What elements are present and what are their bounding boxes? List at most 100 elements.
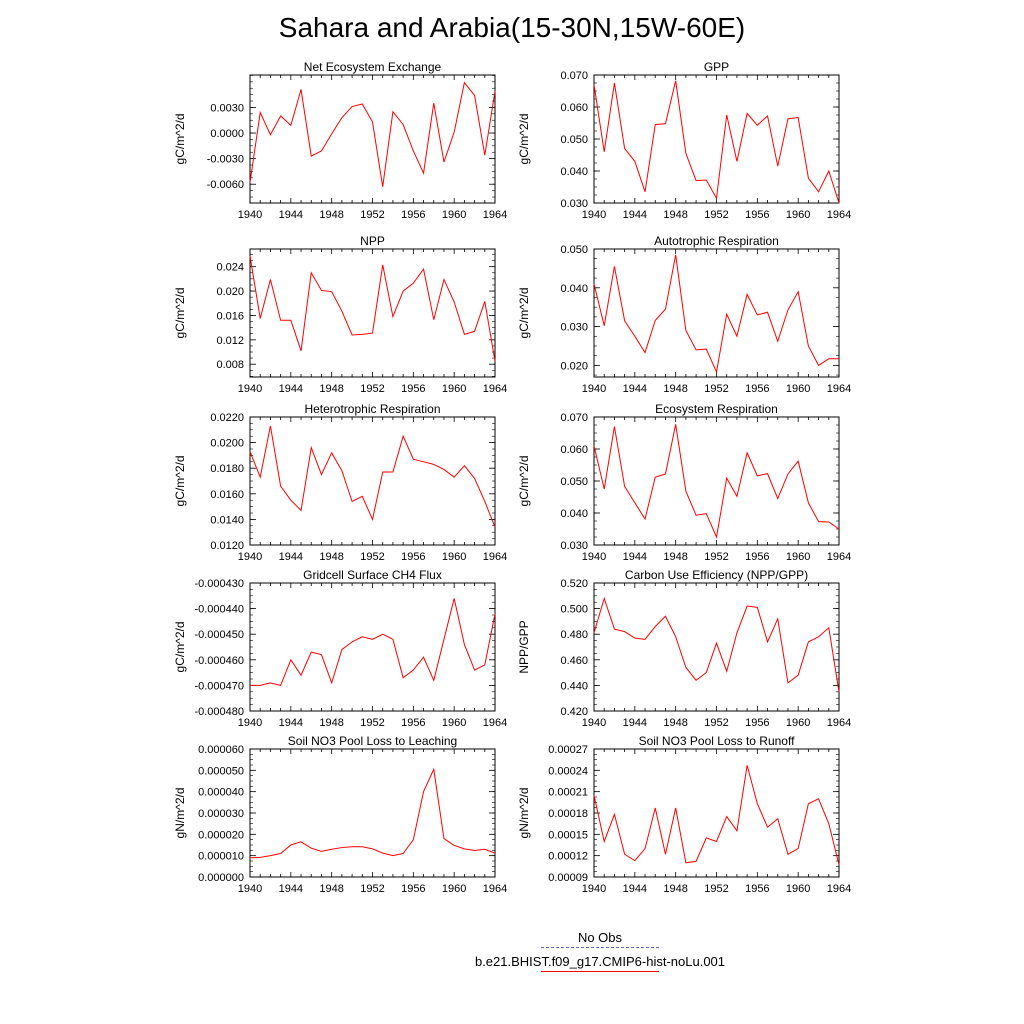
plot-frame <box>249 582 496 712</box>
x-tick-label: 1944 <box>279 551 303 563</box>
chart-panel-5: Heterotrophic Respiration gC/m^2/d 1940 194… <box>173 402 507 563</box>
x-tick-label: 1952 <box>704 551 728 563</box>
y-axis-label: gN/m^2/d <box>517 788 531 839</box>
x-tick-label: 1960 <box>442 717 466 729</box>
y-tick-label: -0.000460 <box>194 655 244 667</box>
plot-frame <box>249 416 496 546</box>
x-tick-label: 1952 <box>360 551 384 563</box>
y-tick-label: 0.000010 <box>198 851 244 863</box>
y-tick-label: 0.0220 <box>210 412 244 424</box>
y-axis-label: gC/m^2/d <box>173 622 187 673</box>
x-tick-label: 1948 <box>319 717 343 729</box>
plot-frame <box>249 74 496 204</box>
legend-swatch-model <box>541 971 659 972</box>
chart-panel-4: Autotrophic Respiration gC/m^2/d 1940 1944 1… <box>517 234 851 395</box>
panel-title: GPP <box>704 60 729 74</box>
y-tick-label: -0.000470 <box>194 680 244 692</box>
x-tick-label: 1940 <box>582 209 606 221</box>
y-tick-label: 0.020 <box>216 286 244 298</box>
chart-panel-10: Soil NO3 Pool Loss to Runoff gN/m^2/d 1940… <box>517 734 851 895</box>
y-tick-label: -0.000440 <box>194 604 244 616</box>
x-tick-label: 1964 <box>827 551 851 563</box>
y-tick-label: 0.000030 <box>198 808 244 820</box>
x-tick-label: 1964 <box>827 717 851 729</box>
series-line <box>249 767 496 859</box>
x-tick-label: 1944 <box>279 883 303 895</box>
x-tick-label: 1948 <box>663 883 687 895</box>
panel-title: Autotrophic Respiration <box>654 234 779 248</box>
y-tick-label: 0.050 <box>560 134 588 146</box>
x-tick-label: 1960 <box>786 209 810 221</box>
x-tick-label: 1964 <box>483 717 507 729</box>
series-line <box>593 254 839 374</box>
y-tick-label: 0.00024 <box>548 765 588 777</box>
x-tick-label: 1964 <box>483 209 507 221</box>
x-tick-label: 1940 <box>238 551 262 563</box>
x-tick-label: 1948 <box>319 209 343 221</box>
x-tick-label: 1960 <box>442 883 466 895</box>
x-tick-label: 1944 <box>623 551 647 563</box>
x-tick-label: 1952 <box>360 883 384 895</box>
x-tick-label: 1944 <box>623 883 647 895</box>
series-line <box>593 424 840 539</box>
y-tick-label: 0.0200 <box>210 438 244 450</box>
x-tick-label: 1960 <box>442 551 466 563</box>
y-axis-label: gC/m^2/d <box>517 456 531 507</box>
y-tick-label: 0.00018 <box>548 808 588 820</box>
legend-label-model: b.e21.BHIST.f09_g17.CMIP6-hist-noLu.001 <box>474 954 726 969</box>
x-tick-label: 1956 <box>745 883 769 895</box>
y-tick-label: 0.00015 <box>548 829 588 841</box>
plot-frame <box>593 582 840 712</box>
y-tick-label: 0.030 <box>560 198 588 210</box>
panel-title: Heterotrophic Respiration <box>304 402 440 416</box>
x-tick-label: 1960 <box>786 717 810 729</box>
y-tick-label: 0.00012 <box>548 851 588 863</box>
y-axis-label: gC/m^2/d <box>517 114 531 165</box>
y-tick-label: 0.040 <box>560 508 588 520</box>
x-tick-label: 1964 <box>827 383 851 395</box>
y-tick-label: -0.000480 <box>194 706 244 718</box>
y-tick-label: -0.000450 <box>194 629 244 641</box>
x-tick-label: 1948 <box>663 209 687 221</box>
panel-title: Carbon Use Efficiency (NPP/GPP) <box>625 568 808 582</box>
x-tick-label: 1956 <box>401 209 425 221</box>
y-tick-label: 0.020 <box>560 360 588 372</box>
y-tick-label: 0.050 <box>560 244 588 256</box>
x-tick-label: 1940 <box>582 551 606 563</box>
x-tick-label: 1940 <box>238 883 262 895</box>
y-axis-label: gC/m^2/d <box>517 288 531 339</box>
panel-title: NPP <box>360 234 385 248</box>
series-line <box>250 598 496 686</box>
x-tick-label: 1940 <box>582 383 606 395</box>
x-tick-label: 1944 <box>623 717 647 729</box>
y-tick-label: -0.0060 <box>207 179 244 191</box>
series-line <box>249 255 496 362</box>
chart-panel-1: Net Ecosystem Exchange gC/m^2/d 1940 1944 19… <box>173 60 507 221</box>
y-tick-label: -0.000430 <box>194 578 244 590</box>
chart-panel-7: Gridcell Surface CH4 Flux gC/m^2/d 1940 194… <box>173 568 507 729</box>
y-tick-label: 0.500 <box>560 604 588 616</box>
panel-title: Soil NO3 Pool Loss to Runoff <box>639 734 796 748</box>
x-tick-label: 1940 <box>582 717 606 729</box>
y-tick-label: 0.00021 <box>548 787 588 799</box>
x-tick-label: 1964 <box>483 883 507 895</box>
series-line <box>593 596 840 692</box>
legend: No Obs b.e21.BHIST.f09_g17.CMIP6-hist-no… <box>440 930 760 978</box>
series-line <box>249 425 496 528</box>
x-tick-label: 1944 <box>279 209 303 221</box>
y-tick-label: 0.050 <box>560 476 588 488</box>
x-tick-label: 1948 <box>663 551 687 563</box>
x-tick-label: 1956 <box>745 383 769 395</box>
chart-panel-8: Carbon Use Efficiency (NPP/GPP) NPP/GPP 19… <box>517 568 851 729</box>
y-tick-label: 0.000040 <box>198 787 244 799</box>
y-tick-label: 0.440 <box>560 680 588 692</box>
y-axis-label: gC/m^2/d <box>173 114 187 165</box>
y-axis-label: gC/m^2/d <box>173 288 187 339</box>
plot-frame <box>249 748 496 878</box>
y-tick-label: 0.000060 <box>198 744 244 756</box>
x-tick-label: 1944 <box>623 383 647 395</box>
x-tick-label: 1948 <box>319 883 343 895</box>
y-tick-label: 0.024 <box>216 262 244 274</box>
y-tick-label: 0.040 <box>560 166 588 178</box>
x-tick-label: 1944 <box>623 209 647 221</box>
